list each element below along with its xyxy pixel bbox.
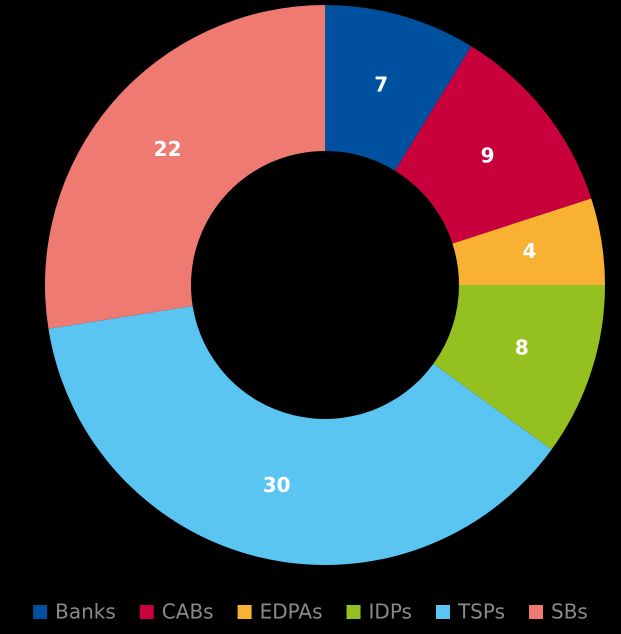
slice bbox=[48, 305, 552, 566]
legend-swatch bbox=[33, 605, 48, 619]
slice bbox=[325, 5, 472, 171]
legend-swatch bbox=[237, 605, 252, 619]
slice bbox=[452, 198, 605, 285]
value-label: 30 bbox=[263, 473, 291, 497]
legend-label: CABs bbox=[162, 600, 214, 624]
legend-label: TSPs bbox=[457, 600, 505, 624]
legend-label: SBs bbox=[551, 600, 588, 624]
value-label: 22 bbox=[154, 137, 182, 161]
slice bbox=[395, 46, 592, 244]
legend-label: Banks bbox=[55, 600, 116, 624]
legend-label: IDPs bbox=[369, 600, 412, 624]
legend-swatch bbox=[139, 605, 154, 619]
legend-swatch bbox=[346, 605, 361, 619]
value-label: 4 bbox=[522, 239, 536, 263]
value-label: 7 bbox=[374, 72, 388, 96]
value-label: 9 bbox=[481, 143, 495, 167]
legend-swatch bbox=[435, 605, 450, 619]
legend-label: EDPAs bbox=[260, 600, 323, 624]
legend-swatch bbox=[529, 605, 544, 619]
slice bbox=[433, 285, 605, 450]
value-label: 8 bbox=[515, 335, 529, 359]
slice bbox=[44, 5, 325, 329]
